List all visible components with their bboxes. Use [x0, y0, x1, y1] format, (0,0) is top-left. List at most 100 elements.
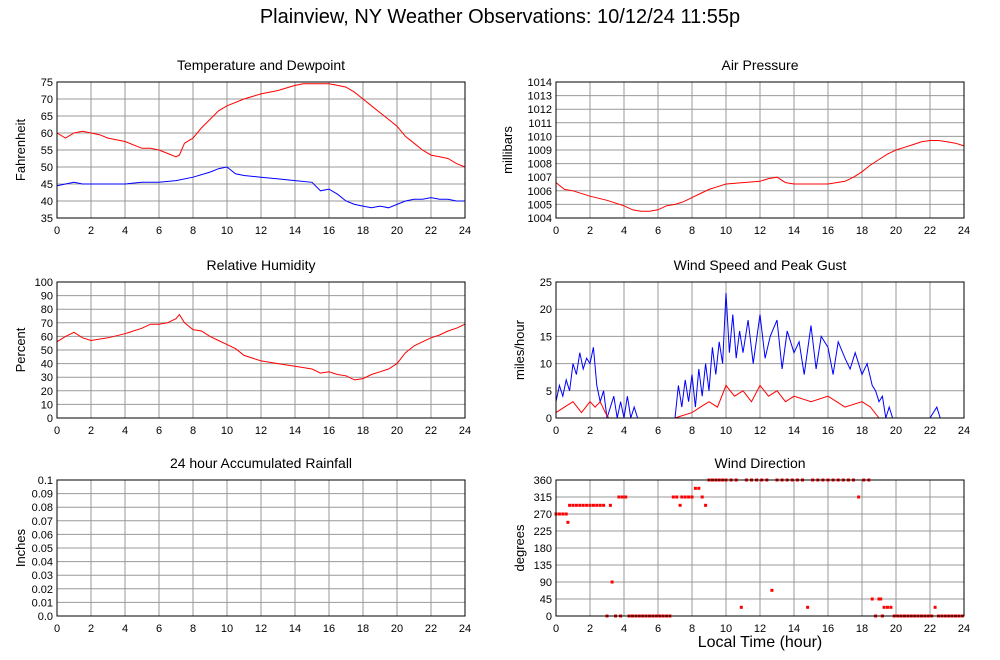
rainfall-chart: 24 hour Accumulated Rainfall Inches 0.0 0.0… — [13, 455, 471, 635]
x-tick-label: 0 — [553, 425, 559, 437]
y-tick-label: 1008 — [528, 159, 552, 171]
y-tick-label: 0.02 — [32, 584, 53, 596]
x-tick-label: 10 — [221, 225, 233, 237]
y-tick-label: 50 — [41, 162, 53, 174]
x-tick-label: 14 — [788, 425, 800, 437]
x-tick-label: 16 — [323, 225, 335, 237]
x-tick-label: 16 — [822, 225, 834, 237]
wind-direction-point — [564, 512, 568, 516]
wind-direction-point — [683, 495, 687, 499]
x-tick-label: 6 — [156, 425, 162, 437]
chart-title: Relative Humidity — [207, 257, 316, 273]
wind-direction-point — [680, 495, 684, 499]
y-tick-label: 40 — [41, 196, 53, 208]
pressure-series-line-0 — [555, 140, 965, 212]
x-axis-caption: Local Time (hour) — [697, 634, 823, 651]
x-tick-label: 8 — [689, 225, 695, 237]
wind-direction-point — [585, 503, 589, 507]
x-tick-label: 24 — [958, 425, 970, 437]
wind-direction-point — [610, 580, 614, 584]
x-tick-label: 16 — [822, 425, 834, 437]
y-tick-label: 0 — [546, 413, 552, 425]
chart-title: Temperature and Dewpoint — [177, 57, 345, 73]
y-tick-label: 50 — [41, 345, 53, 357]
y-tick-label: 15 — [540, 331, 552, 343]
y-tick-label: 0.0 — [38, 611, 53, 623]
x-tick-label: 16 — [323, 425, 335, 437]
wind-direction-point — [602, 503, 606, 507]
chart-title: Wind Direction — [714, 455, 805, 471]
x-tick-label: 14 — [289, 425, 301, 437]
chart-title: 24 hour Accumulated Rainfall — [170, 455, 352, 471]
x-tick-label: 8 — [689, 623, 695, 635]
wind-direction-point — [578, 503, 582, 507]
plot-frame — [56, 281, 466, 419]
x-tick-label: 24 — [459, 623, 471, 635]
x-tick-label: 22 — [425, 623, 437, 635]
plot-frame — [555, 81, 965, 219]
y-tick-label: 0.05 — [32, 543, 53, 555]
x-tick-label: 18 — [357, 623, 369, 635]
wind-direction-point — [693, 486, 697, 490]
y-tick-label: 25 — [540, 277, 552, 289]
y-tick-label: 1006 — [528, 186, 552, 198]
y-tick-label: 1007 — [528, 172, 552, 184]
x-tick-label: 22 — [924, 225, 936, 237]
wind-direction-point — [886, 605, 889, 609]
x-tick-label: 18 — [856, 425, 868, 437]
wind-direction-point — [581, 503, 585, 507]
y-tick-label: 45 — [41, 179, 53, 191]
x-tick-label: 10 — [221, 623, 233, 635]
wind-direction-point — [598, 503, 602, 507]
y-tick-label: 100 — [35, 277, 53, 289]
x-tick-label: 24 — [958, 225, 970, 237]
y-tick-label: 75 — [41, 77, 53, 89]
x-tick-label: 8 — [689, 425, 695, 437]
x-tick-label: 14 — [788, 623, 800, 635]
wind-direction-point — [557, 512, 561, 516]
chart-title: Wind Speed and Peak Gust — [674, 257, 847, 273]
wind-direction-point — [739, 605, 743, 609]
x-tick-label: 4 — [122, 425, 128, 437]
wind-direction-point — [870, 597, 874, 601]
x-tick-label: 14 — [289, 623, 301, 635]
wind-direction-point — [617, 495, 621, 499]
y-tick-label: 1005 — [528, 199, 552, 211]
x-tick-label: 16 — [822, 623, 834, 635]
y-axis-label: Fahrenheit — [13, 119, 28, 182]
y-axis-label: degrees — [512, 524, 527, 571]
y-tick-label: 55 — [41, 145, 53, 157]
x-tick-label: 2 — [587, 623, 593, 635]
x-tick-label: 20 — [391, 225, 403, 237]
wind-direction-point — [561, 512, 565, 516]
x-tick-label: 4 — [122, 225, 128, 237]
y-tick-label: 135 — [534, 560, 552, 572]
y-tick-label: 10 — [540, 359, 552, 371]
x-tick-label: 24 — [958, 623, 970, 635]
wind-direction-point — [675, 495, 679, 499]
y-tick-label: 5 — [546, 386, 552, 398]
x-tick-label: 0 — [54, 425, 60, 437]
temperature-series-line-1 — [56, 166, 465, 209]
plot-frame — [56, 81, 466, 219]
x-tick-label: 12 — [255, 225, 267, 237]
x-tick-label: 2 — [88, 425, 94, 437]
y-tick-label: 30 — [41, 372, 53, 384]
x-tick-label: 14 — [289, 225, 301, 237]
y-tick-label: 0.1 — [38, 475, 53, 487]
y-tick-label: 360 — [534, 475, 552, 487]
y-tick-label: 80 — [41, 304, 53, 316]
y-axis-label: miles/hour — [512, 319, 527, 380]
wind-direction-point — [700, 495, 704, 499]
x-tick-label: 4 — [122, 623, 128, 635]
wind-direction-point — [595, 503, 599, 507]
chart-title: Air Pressure — [721, 57, 798, 73]
y-tick-label: 60 — [41, 128, 53, 140]
temperature-chart: Temperature and DewpointFahrenheit354045… — [13, 57, 471, 237]
y-tick-label: 225 — [534, 526, 552, 538]
y-tick-label: 65 — [41, 111, 53, 123]
x-tick-label: 2 — [88, 623, 94, 635]
y-tick-label: 1009 — [528, 145, 552, 157]
plot-frame — [555, 281, 965, 419]
